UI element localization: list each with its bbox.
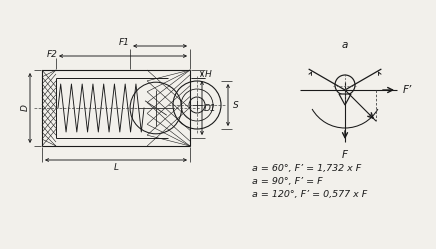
Text: F2: F2 (47, 50, 58, 59)
Text: a = 120°, F’ = 0,577 x F: a = 120°, F’ = 0,577 x F (252, 189, 367, 198)
Text: D: D (20, 105, 30, 112)
Text: F: F (342, 150, 348, 160)
Text: a = 60°, F’ = 1,732 x F: a = 60°, F’ = 1,732 x F (252, 164, 361, 173)
Text: D1: D1 (204, 104, 216, 113)
Text: F1: F1 (119, 38, 129, 47)
Polygon shape (339, 94, 351, 105)
Text: S: S (233, 101, 239, 110)
Text: a: a (342, 40, 348, 50)
Text: L: L (113, 163, 119, 172)
Text: H: H (204, 69, 211, 78)
Text: F’: F’ (403, 85, 412, 95)
Text: a = 90°, F’ = F: a = 90°, F’ = F (252, 177, 323, 186)
